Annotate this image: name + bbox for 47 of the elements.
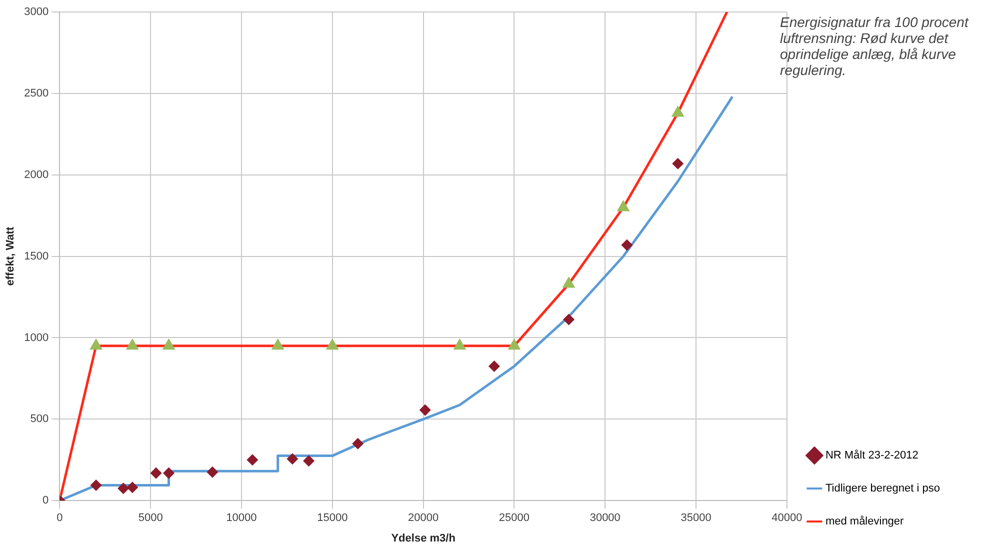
y-tick-label: 0 (42, 494, 49, 507)
point (118, 483, 129, 494)
x-tick-label: 5000 (138, 512, 163, 524)
y-tick-label: 1500 (24, 250, 49, 262)
point (90, 340, 102, 350)
point (352, 438, 364, 449)
point (272, 340, 284, 350)
point (672, 106, 684, 117)
point (564, 314, 574, 325)
x-tick-label: 35000 (680, 512, 712, 524)
point (90, 480, 102, 491)
point (247, 454, 258, 466)
point (488, 360, 500, 372)
x-tick-label: 0 (56, 512, 63, 524)
point (126, 340, 138, 350)
point (420, 404, 430, 416)
point (563, 278, 574, 288)
x-tick-label: 20000 (408, 512, 439, 524)
point (150, 468, 162, 478)
x-axis-title: Ydelse m3/h (391, 532, 456, 544)
y-tick-label: 2500 (24, 87, 49, 100)
x-tick-label: 30000 (590, 512, 620, 524)
annotation: Energisignatur fra 100 procent luftrensning: Rød kurve det oprindelige anlæg, blå kurve regulering. (780, 14, 970, 78)
x-tick-label: 15000 (317, 512, 348, 524)
y-tick-label: 2000 (24, 168, 49, 181)
legend-label: NR Målt 23-2-2012 (825, 450, 918, 462)
point (618, 201, 629, 212)
point (287, 454, 298, 464)
point (304, 456, 314, 466)
y-tick-label: 1000 (24, 332, 49, 344)
x-tick-label: 40000 (772, 512, 802, 524)
point (164, 468, 174, 478)
x-tick-label: 25000 (498, 512, 530, 524)
point (672, 158, 684, 169)
y-tick-label: 500 (30, 413, 49, 426)
point (508, 340, 520, 350)
point (622, 240, 632, 250)
point (127, 482, 138, 493)
point (454, 340, 466, 350)
y-axis-title: effekt, Watt (4, 226, 17, 286)
y-tick-label: 3000 (24, 6, 49, 18)
point (163, 340, 174, 350)
point (207, 466, 218, 478)
legend-label: med målevinger (825, 516, 904, 528)
point (326, 340, 338, 350)
x-tick-label: 10000 (226, 512, 257, 524)
legend-label: Tidligere beregnet i pso (825, 482, 940, 495)
